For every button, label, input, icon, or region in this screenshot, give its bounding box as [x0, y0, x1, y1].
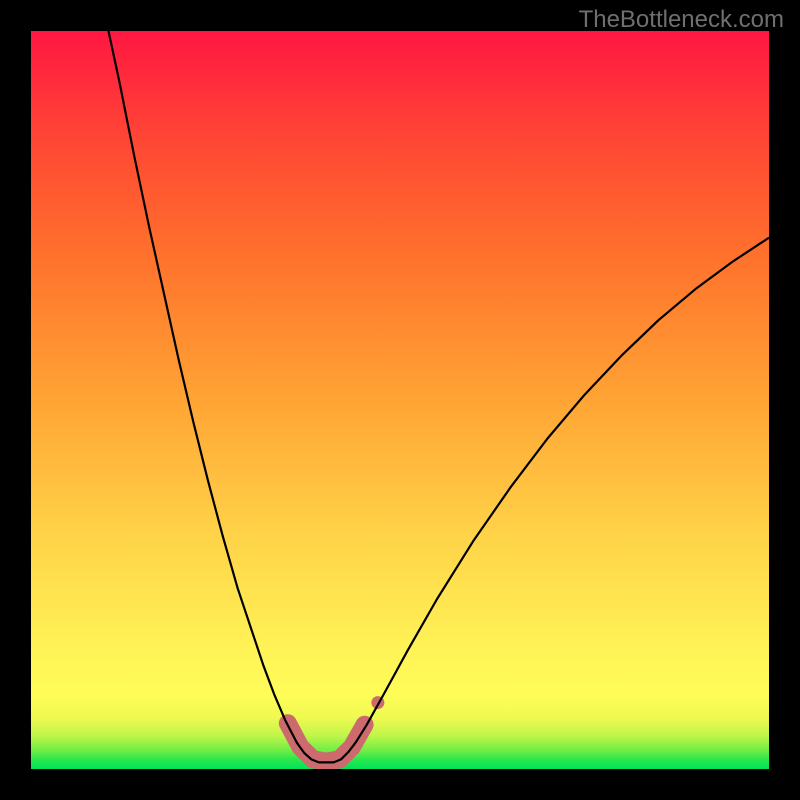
- gradient-background: [31, 31, 769, 769]
- watermark-text: TheBottleneck.com: [579, 6, 784, 34]
- chart-frame: TheBottleneck.com: [0, 0, 800, 800]
- plot-area: [31, 31, 769, 769]
- chart-svg: [31, 31, 769, 769]
